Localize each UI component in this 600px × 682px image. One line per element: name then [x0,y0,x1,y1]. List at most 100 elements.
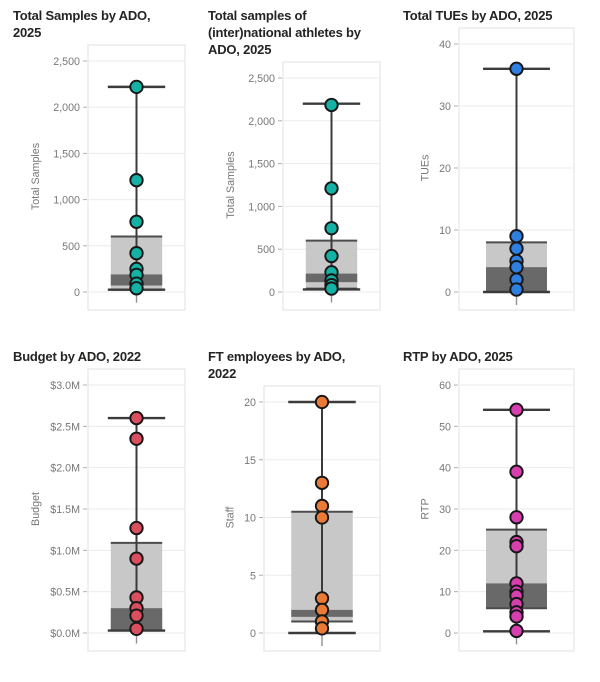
plot-area-border [87,368,186,652]
y-tick-label: 2,000 [53,102,80,114]
boxplot-svg-ft-employees[interactable]: 0 5 10 15 20 Staff [208,385,384,652]
data-point[interactable] [324,181,339,196]
boxplot-svg-budget[interactable]: $0.0M $0.5M $1.0M $1.5M $2.0M $2.5M $3.0M Budge… [13,368,189,652]
boxplot-rtp[interactable]: 0 10 20 30 40 50 60 RTP [403,368,578,652]
chart-title-total-samples: Total Samples by ADO, 2025 [13,8,151,40]
data-point[interactable] [509,241,524,256]
boxplot-total-samples[interactable]: 0 500 1,000 1,500 2,000 2,500 Total Samples [13,44,189,311]
y-tick-label: 20 [439,545,451,557]
data-point[interactable] [129,520,144,536]
y-tick-label: 10 [244,513,256,525]
boxplot-svg-intl-samples[interactable]: 0 500 1,000 1,500 2,000 2,500 Total Samples [208,61,384,311]
data-point[interactable] [509,623,524,639]
y-tick-label: 0 [445,287,451,299]
data-point[interactable] [324,248,339,264]
data-point[interactable] [314,510,330,525]
y-tick-label: $3.0M [50,380,80,392]
y-axis-title: Budget [30,492,42,526]
chart-title-ft-employees: FT employees by ADO, 2022 [208,349,346,381]
data-point[interactable] [314,602,330,618]
y-tick-label: 1,000 [53,195,80,207]
y-tick-label: 1,000 [248,201,275,213]
plot-area-border [263,385,381,652]
data-point[interactable] [509,282,524,297]
boxplot-svg-rtp[interactable]: 0 10 20 30 40 50 60 RTP [403,368,578,652]
y-tick-label: $0.5M [50,587,80,599]
chart-panel-total-samples: Total Samples by ADO, 2025 0 500 1,000 1,50… [0,0,195,341]
data-point[interactable] [129,281,144,296]
plot-area-border [87,44,186,311]
y-tick-label: 30 [439,101,451,113]
data-point[interactable] [324,221,339,236]
data-point[interactable] [129,173,144,188]
chart-title-intl-samples: Total samples of (inter)national athlete… [208,8,361,57]
data-point[interactable] [314,475,330,491]
boxplot-ft-employees[interactable]: 0 5 10 15 20 Staff [208,385,384,652]
data-point[interactable] [129,608,144,623]
y-tick-label: 500 [62,241,80,253]
y-tick-label: 40 [439,39,451,51]
y-axis-title: Total Samples [30,143,42,210]
y-tick-label: $0.0M [50,628,80,640]
y-tick-label: 0 [445,628,451,640]
y-tick-label: 10 [439,225,451,237]
data-point[interactable] [509,260,524,275]
y-tick-label: $2.0M [50,463,80,475]
data-point[interactable] [129,214,144,229]
data-point[interactable] [129,246,144,261]
y-tick-label: 2,500 [248,73,275,85]
y-tick-label: $2.5M [50,421,80,433]
y-tick-label: 1,500 [248,159,275,171]
data-point[interactable] [509,609,524,624]
data-point[interactable] [509,539,524,554]
boxplot-tues[interactable]: 0 10 20 30 40 TUEs [403,27,578,311]
chart-title-rtp: RTP by ADO, 2025 [403,349,513,364]
chart-panel-tues: Total TUEs by ADO, 2025 0 10 20 30 40 TUEs [390,0,600,341]
data-point[interactable] [509,61,524,76]
y-tick-label: 500 [257,244,275,256]
data-point[interactable] [129,79,144,95]
data-point[interactable] [129,621,144,637]
data-point[interactable] [509,229,524,244]
chart-panel-rtp: RTP by ADO, 2025 0 10 20 30 40 50 60 RTP [390,341,600,682]
y-tick-label: 10 [439,587,451,599]
y-tick-label: 0 [74,287,80,299]
y-tick-label: 0 [269,287,275,299]
chart-title-budget: Budget by ADO, 2022 [13,349,141,364]
y-axis-title: TUEs [420,155,432,182]
data-point[interactable] [509,510,524,525]
y-tick-label: 40 [439,463,451,475]
data-point[interactable] [324,97,339,113]
data-point[interactable] [129,431,144,446]
data-point[interactable] [129,551,144,566]
data-point[interactable] [314,498,330,514]
data-point[interactable] [314,591,330,606]
y-axis-title: RTP [420,498,432,519]
plot-area-border [282,61,381,311]
y-tick-label: 20 [439,163,451,175]
data-point[interactable] [509,464,524,479]
chart-panel-intl-samples: Total samples of (inter)national athlete… [195,0,390,341]
data-point[interactable] [314,621,330,636]
data-point[interactable] [509,402,524,417]
data-point[interactable] [324,281,339,296]
y-tick-label: 30 [439,504,451,516]
y-tick-label: 0 [250,628,256,640]
boxplot-intl-samples[interactable]: 0 500 1,000 1,500 2,000 2,500 Total Samples [208,61,384,311]
boxplot-svg-total-samples[interactable]: 0 500 1,000 1,500 2,000 2,500 Total Samples [13,44,189,311]
y-tick-label: 20 [244,397,256,409]
y-tick-label: $1.0M [50,545,80,557]
plot-area-border [458,368,575,652]
plot-area-border [458,27,575,311]
data-point[interactable] [314,394,330,410]
boxplot-svg-tues[interactable]: 0 10 20 30 40 TUEs [403,27,578,311]
y-axis-title: Staff [225,507,237,529]
y-axis-title: Total Samples [225,151,237,218]
y-tick-label: 2,500 [53,56,80,68]
y-tick-label: 50 [439,421,451,433]
chart-panel-ft-employees: FT employees by ADO, 2022 0 5 10 15 20 Staff [195,341,390,682]
boxplot-budget[interactable]: $0.0M $0.5M $1.0M $1.5M $2.0M $2.5M $3.0M Budge… [13,368,189,652]
data-point[interactable] [129,410,144,426]
y-tick-label: 2,000 [248,116,275,128]
